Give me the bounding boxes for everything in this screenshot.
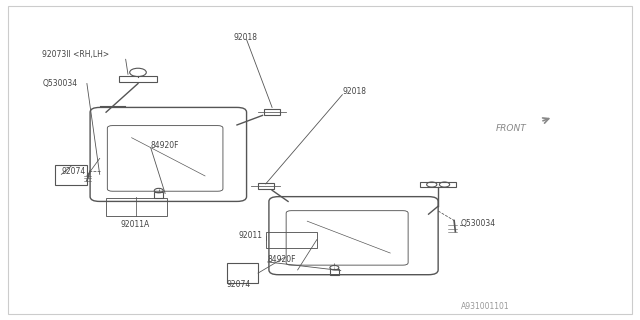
Bar [266, 232, 317, 248]
Bar [106, 198, 167, 216]
Text: 92011A: 92011A [120, 220, 149, 229]
Text: A931001101: A931001101 [461, 302, 509, 311]
Text: 84920F: 84920F [268, 255, 296, 264]
Bar [227, 263, 258, 283]
Bar [264, 109, 280, 116]
Text: 92074: 92074 [227, 280, 251, 289]
Text: 92018: 92018 [342, 87, 366, 96]
Text: 92018: 92018 [234, 33, 258, 42]
Bar [55, 165, 87, 186]
Text: 84920F: 84920F [151, 141, 179, 150]
Bar [119, 76, 157, 82]
Bar [330, 269, 339, 275]
Bar [258, 183, 274, 189]
Text: 92011: 92011 [239, 231, 262, 240]
Text: Q530034: Q530034 [42, 79, 77, 88]
Text: Q530034: Q530034 [461, 219, 495, 228]
Bar [154, 192, 163, 198]
Text: 92073II <RH,LH>: 92073II <RH,LH> [42, 50, 109, 59]
Text: FRONT: FRONT [495, 124, 526, 132]
Bar [420, 182, 456, 187]
Text: 92074: 92074 [61, 167, 86, 176]
